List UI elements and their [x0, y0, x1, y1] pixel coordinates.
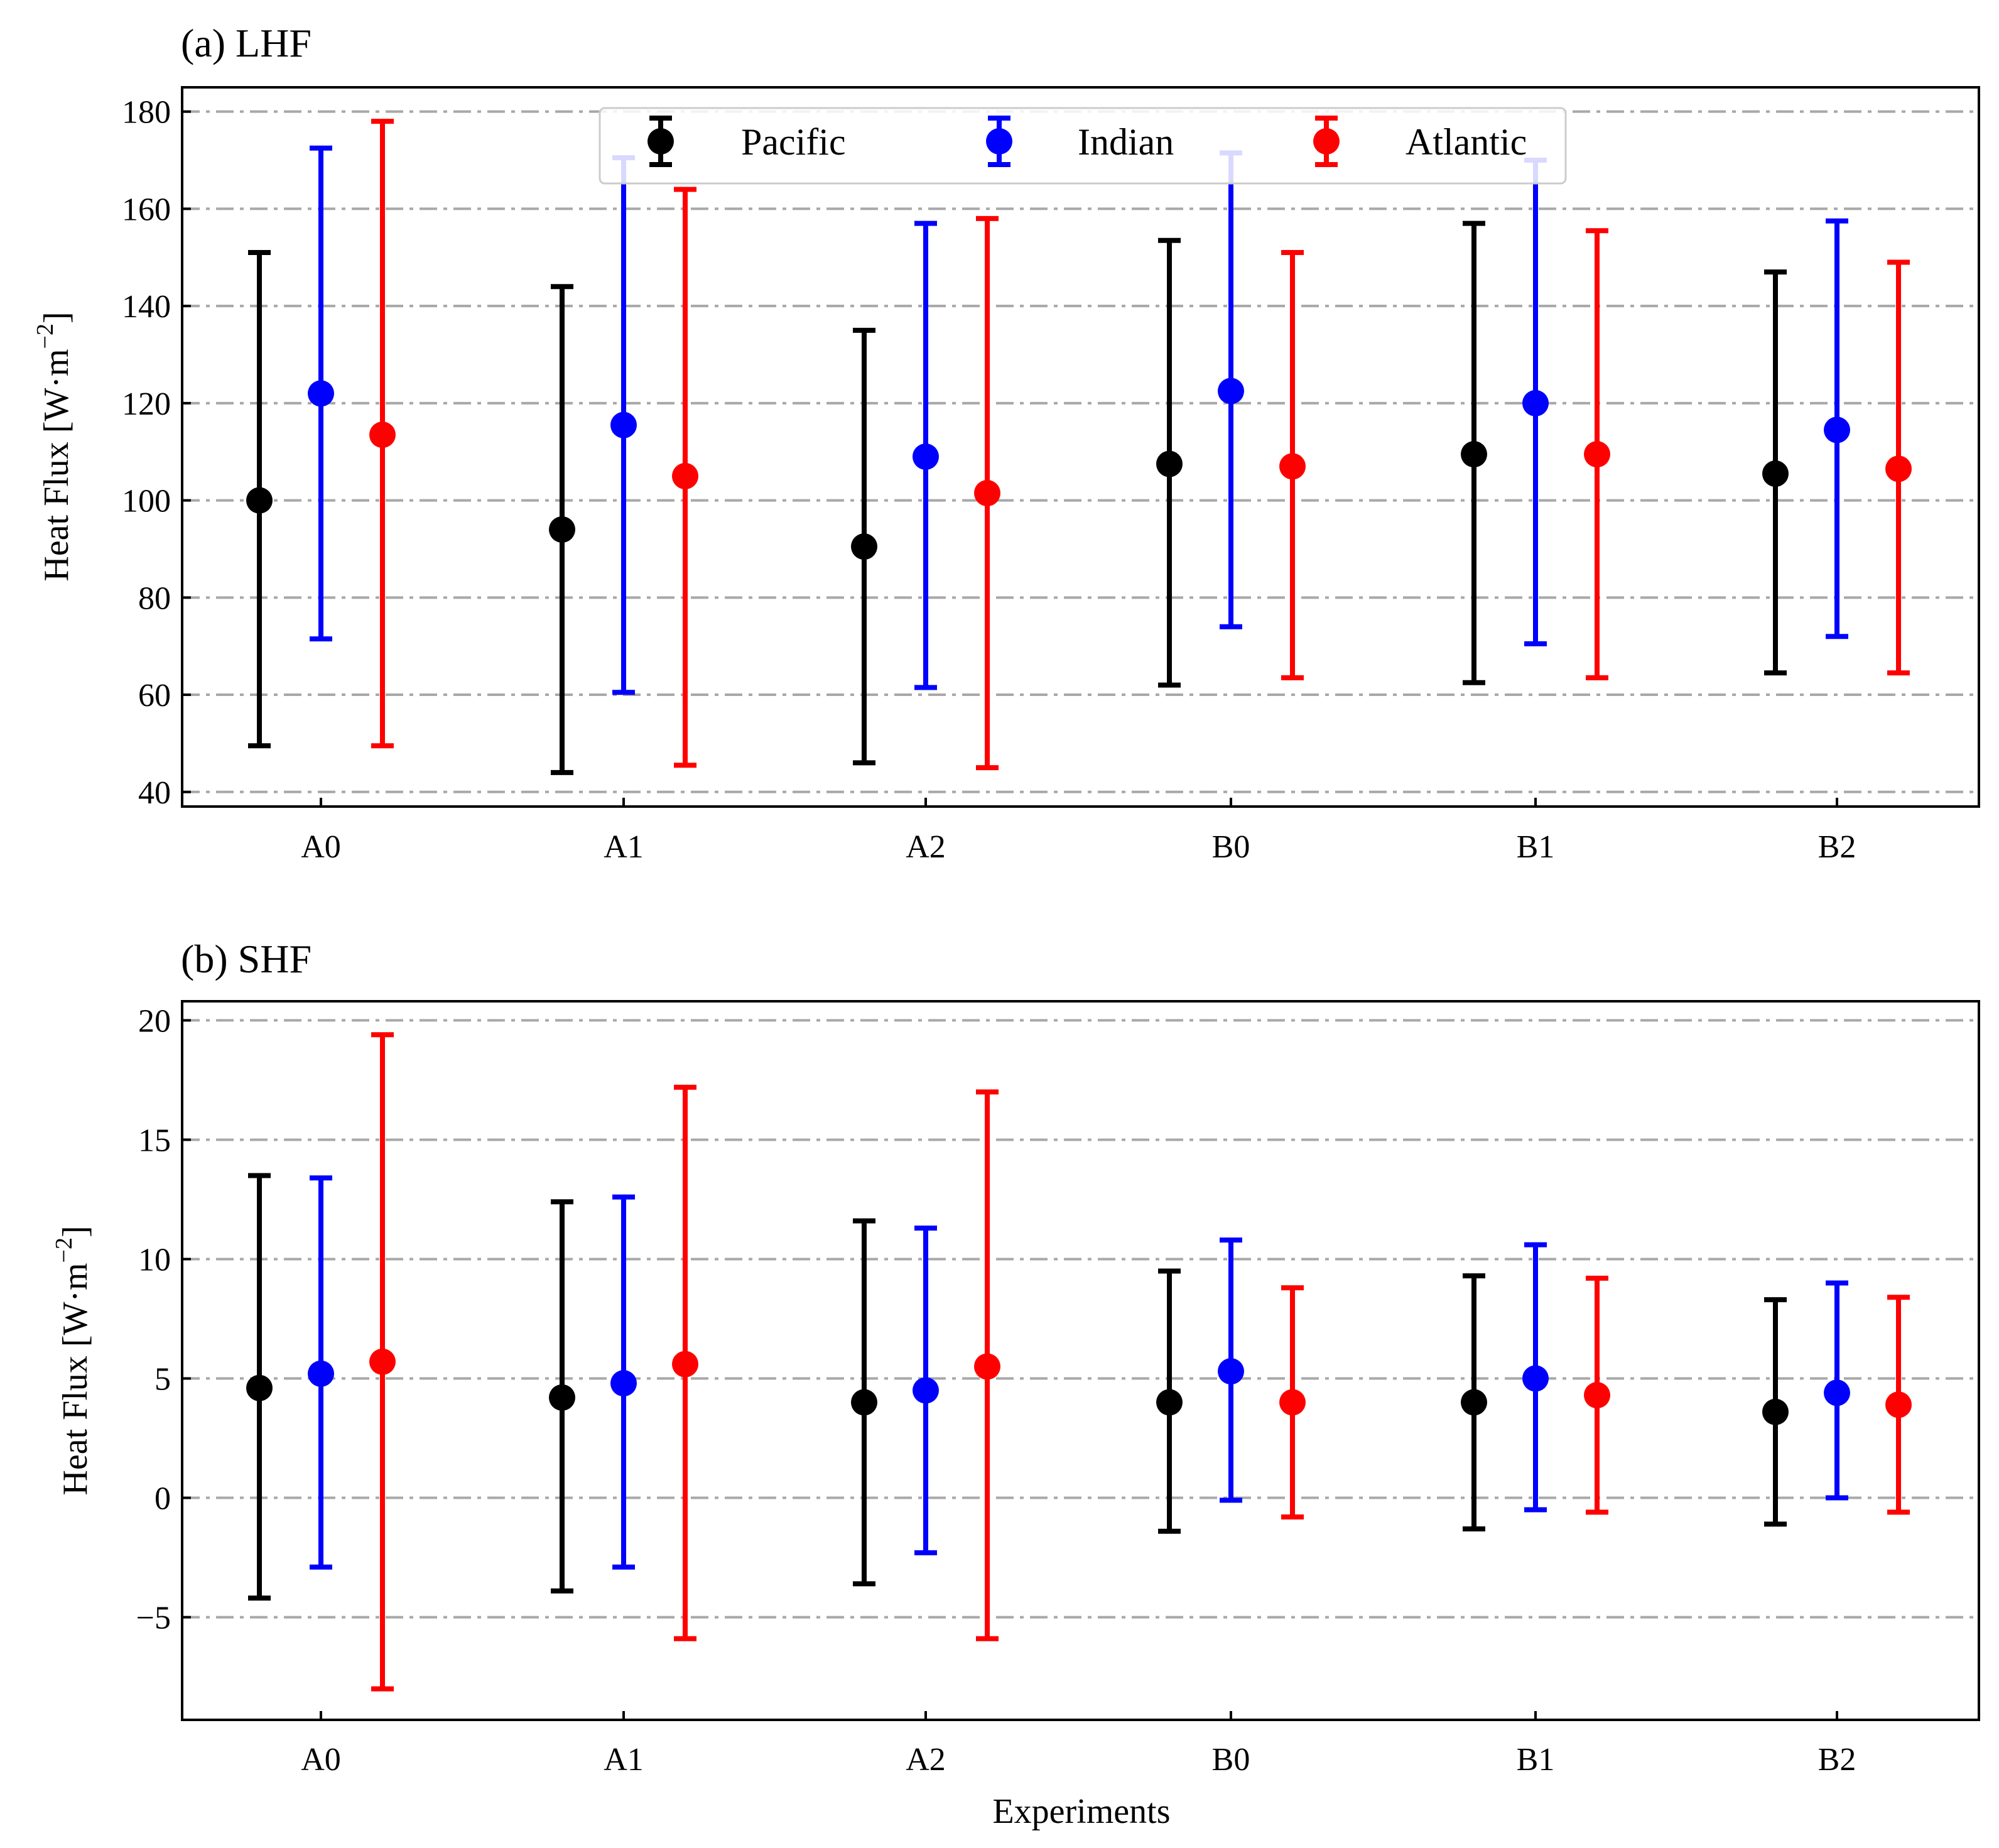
shf-y-axis-label-close: ]: [56, 1226, 95, 1237]
lhf-ytick-label-6: 160: [122, 192, 171, 227]
lhf-atlantic-b2-mean-point: [1885, 455, 1912, 482]
lhf-pacific-a0-mean-point: [246, 487, 273, 514]
shf-xtick-label-1: A1: [604, 1742, 644, 1778]
lhf-ytick-label-3: 100: [122, 484, 171, 519]
lhf-ytick-label-1: 60: [138, 678, 171, 714]
shf-plot-frame: [181, 1000, 1980, 1721]
shf-pacific-b2-mean-point: [1762, 1398, 1789, 1425]
shf-atlantic-a2-mean-point: [974, 1353, 1000, 1380]
shf-y-axis-label-exponent: −2: [51, 1237, 77, 1263]
shf-atlantic-a0-mean-point: [369, 1348, 396, 1375]
shf-atlantic-b1-mean-point: [1584, 1382, 1610, 1409]
shf-pacific-a0-mean-point: [246, 1374, 273, 1401]
legend-label-indian: Indian: [1078, 121, 1174, 163]
shf-y-ticks: −5 0 5 10 15 20: [136, 1003, 191, 1636]
panel-title-shf: (b) SHF: [181, 937, 311, 981]
lhf-pacific-b0-mean-point: [1156, 450, 1183, 477]
lhf-ytick-label-5: 140: [122, 289, 171, 325]
lhf-ytick-label-0: 40: [138, 775, 171, 811]
shf-grid-lines: [182, 1019, 1979, 1619]
shf-indian-b2-mean-point: [1824, 1379, 1850, 1406]
shf-indian-a2-mean-point: [913, 1377, 939, 1404]
lhf-atlantic-b0-mean-point: [1279, 453, 1306, 480]
lhf-xtick-label-0: A0: [301, 829, 341, 865]
lhf-indian-b0-mean-point: [1218, 378, 1244, 405]
lhf-ytick-label-2: 80: [138, 580, 171, 616]
shf-pacific-a1-mean-point: [549, 1384, 575, 1411]
lhf-atlantic-a2-mean-point: [974, 479, 1000, 506]
shf-indian-a1-mean-point: [610, 1370, 637, 1397]
shf-ytick-label-5: 20: [138, 1003, 171, 1039]
shf-pacific-a2-mean-point: [851, 1389, 877, 1416]
shf-y-axis-label-main: Heat Flux [W·m: [56, 1263, 95, 1495]
lhf-atlantic-a0-mean-point: [369, 421, 396, 448]
lhf-ytick-label-7: 180: [122, 95, 171, 131]
legend-marker-indian: [986, 128, 1012, 155]
lhf-indian-a2-mean-point: [913, 443, 939, 470]
lhf-xtick-label-2: A2: [906, 829, 946, 865]
lhf-pacific-a1-mean-point: [549, 516, 575, 543]
lhf-y-ticks: 40 60 80 100 120 140 160 180: [122, 95, 191, 811]
legend-entry-pacific: Pacific: [647, 116, 846, 167]
shf-xtick-label-2: A2: [906, 1742, 946, 1778]
shf-ytick-label-0: −5: [136, 1601, 171, 1636]
legend-label-atlantic: Atlantic: [1406, 121, 1527, 163]
legend-entry-indian: Indian: [986, 116, 1174, 167]
shf-y-axis-label: Heat Flux [W·m−2]: [51, 1226, 95, 1495]
lhf-ytick-label-4: 120: [122, 386, 171, 422]
shf-atlantic-b2-mean-point: [1885, 1391, 1912, 1418]
shf-pacific-b1-mean-point: [1461, 1389, 1487, 1416]
shf-atlantic-b0-mean-point: [1279, 1389, 1306, 1416]
legend-label-pacific: Pacific: [741, 121, 846, 163]
lhf-data-marks: [246, 119, 1912, 775]
shf-ytick-label-4: 15: [138, 1122, 171, 1158]
lhf-atlantic-b1-mean-point: [1584, 441, 1610, 468]
shf-xtick-label-5: B2: [1818, 1742, 1856, 1778]
panel-title-lhf: (a) LHF: [181, 21, 311, 65]
lhf-y-axis-label-main: Heat Flux [W·m: [37, 349, 76, 581]
lhf-grid-lines: [182, 110, 1979, 793]
legend-entry-atlantic: Atlantic: [1313, 116, 1527, 167]
shf-indian-b0-mean-point: [1218, 1358, 1244, 1385]
shf-data-marks: [246, 1032, 1912, 1692]
lhf-x-ticks: A0 A1 A2 B0 B1 B2: [301, 798, 1856, 865]
shf-x-ticks: A0 A1 A2 B0 B1 B2: [301, 1711, 1856, 1778]
panel-lhf: (a) LHF 40 60 80 100 120 140 160 180 A0 A1 A2 B0 B1…: [32, 21, 1980, 865]
shf-xtick-label-4: B1: [1517, 1742, 1555, 1778]
lhf-pacific-b2-mean-point: [1762, 460, 1789, 487]
shf-xtick-label-3: B0: [1212, 1742, 1250, 1778]
lhf-y-axis-label: Heat Flux [W·m−2]: [32, 312, 76, 581]
lhf-y-axis-label-close: ]: [37, 312, 76, 323]
lhf-xtick-label-4: B1: [1517, 829, 1555, 865]
legend-marker-pacific: [647, 128, 674, 155]
lhf-y-axis-label-exponent: −2: [32, 323, 58, 349]
lhf-atlantic-a1-mean-point: [672, 462, 698, 489]
lhf-indian-b2-mean-point: [1824, 416, 1850, 443]
shf-ytick-label-3: 10: [138, 1242, 171, 1278]
legend-marker-atlantic: [1313, 128, 1340, 155]
lhf-pacific-b1-mean-point: [1461, 441, 1487, 468]
legend: Pacific Indian Atlantic: [599, 107, 1567, 185]
shf-indian-a0-mean-point: [308, 1360, 334, 1387]
shf-xtick-label-0: A0: [301, 1742, 341, 1778]
lhf-pacific-a2-mean-point: [851, 533, 877, 560]
lhf-indian-a1-mean-point: [610, 411, 637, 438]
shf-indian-b1-mean-point: [1522, 1365, 1549, 1392]
lhf-plot-frame: [181, 86, 1980, 808]
lhf-xtick-label-1: A1: [604, 829, 644, 865]
lhf-xtick-label-5: B2: [1818, 829, 1856, 865]
shf-ytick-label-1: 0: [154, 1481, 171, 1517]
panel-shf: (b) SHF −5 0 5 10 15 20 A0 A1 A2 B0 B1 B2 Heat Flu…: [51, 937, 1980, 1831]
lhf-indian-a0-mean-point: [308, 380, 334, 407]
lhf-xtick-label-3: B0: [1212, 829, 1250, 865]
shf-pacific-b0-mean-point: [1156, 1389, 1183, 1416]
shf-ytick-label-2: 5: [154, 1362, 171, 1398]
x-axis-label: Experiments: [992, 1792, 1170, 1831]
lhf-indian-b1-mean-point: [1522, 389, 1549, 416]
shf-atlantic-a1-mean-point: [672, 1351, 698, 1378]
